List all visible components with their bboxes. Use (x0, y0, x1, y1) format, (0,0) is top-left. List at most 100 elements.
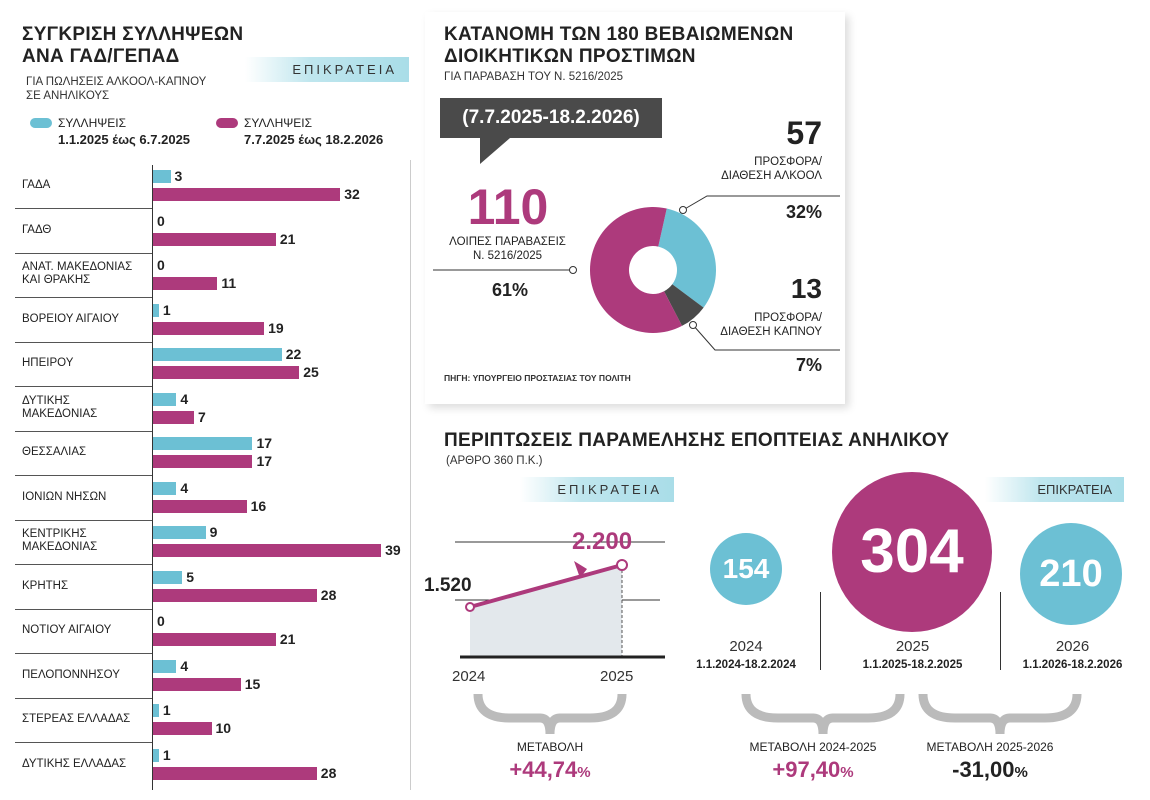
row-divider (15, 519, 152, 521)
circle-2024: 154 (710, 533, 782, 605)
bar-value-label: 4 (180, 657, 189, 674)
row-divider (15, 475, 152, 476)
row-label-line: ΗΠΕΙΡΟΥ (22, 357, 74, 369)
arrow-icon (574, 561, 587, 578)
value-label-2024: 1.520 (424, 575, 472, 596)
row-label: ΣΤΕΡΕΑΣ ΕΛΛΑΔΑΣ (22, 713, 130, 726)
row-label-line: ΜΑΚΕΔΟΝΙΑΣ (22, 541, 98, 553)
year-label: 2025 (895, 638, 930, 655)
source-note: ΠΗΓΗ: ΥΠΟΥΡΓΕΙΟ ΠΡΟΣΤΑΣΙΑΣ ΤΟΥ ΠΟΛΙΤΗ (444, 373, 631, 383)
bar (153, 544, 382, 557)
x-tick-2025: 2025 (600, 668, 634, 685)
bar-value-label: 0 (157, 613, 165, 629)
bar-value-label: 11 (221, 275, 237, 291)
row-label: ΘΕΣΣΑΛΙΑΣ (22, 446, 86, 459)
label-line: ΔΙΑΘΕΣΗ ΚΑΠΝΟΥ (720, 326, 822, 338)
leader-dot (569, 266, 577, 274)
row-divider (15, 252, 152, 254)
other-label: ΛΟΙΠΕΣ ΠΑΡΑΒΑΣΕΙΣ Ν. 5216/2025 (440, 235, 575, 263)
row-label-line: ΒΟΡΕΙΟΥ ΑΙΓΑΙΟΥ (22, 312, 120, 325)
bar-value-label: 1 (162, 746, 171, 763)
bar (153, 677, 241, 691)
row-divider (15, 742, 152, 743)
change-value: +97,40% (738, 757, 888, 783)
region-tag: ΕΠΙΚΡΑΤΕΙΑ (985, 477, 1124, 502)
row-divider (15, 208, 152, 209)
row-label-line: ΘΕΣΣΑΛΙΑΣ (22, 446, 87, 458)
row-divider (15, 653, 152, 654)
leader-line (682, 195, 840, 211)
subtitle-line: ΓΙΑ ΠΩΛΗΣΕΙΣ ΑΛΚΟΟΛ-ΚΑΠΝΟΥ (26, 76, 207, 88)
bar (153, 588, 317, 602)
row-label: ΝΟΤΙΟΥ ΑΙΓΑΙΟΥ (22, 624, 111, 637)
legend-label: ΣΥΛΛΗΨΕΙΣ (244, 116, 313, 130)
legend-period: 7.7.2025 έως 18.2.2026 (244, 132, 384, 147)
bar-value-label: 9 (209, 524, 218, 540)
row-divider (15, 341, 152, 343)
year-block: 2026 1.1.2026-18.2.2026 (1010, 638, 1135, 671)
change-value: +44,74% (470, 757, 630, 783)
bar (153, 232, 276, 246)
donut-chart (433, 195, 840, 351)
row-label-line: ΔΥΤΙΚΗΣ (22, 394, 70, 407)
row-label: ΠΕΛΟΠΟΝΝΗΣΟΥ (22, 669, 120, 682)
title-line: ΔΙΟΙΚΗΤΙΚΩΝ ΠΡΟΣΤΙΜΩΝ (444, 46, 696, 67)
value-label-2025: 2.200 (572, 528, 633, 555)
period-callout: (7.7.2025-18.2.2026) (440, 98, 662, 138)
alcohol-pct: 32% (785, 202, 822, 222)
period-label: 1.1.2025-18.2.2025 (862, 659, 963, 671)
bar (153, 303, 159, 317)
row-label-line: ΓΑΔΑ (22, 179, 51, 191)
legend-item: ΣΥΛΛΗΨΕΙΣ 1.1.2025 έως 6.7.2025 (30, 116, 190, 147)
bar-value-label: 4 (180, 479, 189, 496)
bar-value-label: 28 (320, 764, 337, 781)
change-number: +44,74 (509, 757, 578, 782)
label-line: ΛΟΙΠΕΣ ΠΑΡΑΒΑΣΕΙΣ (449, 236, 566, 248)
period-label: 1.1.2026-18.2.2026 (1022, 659, 1123, 671)
label-line: ΔΙΑΘΕΣΗ ΑΛΚΟΟΛ (721, 170, 822, 182)
pct-sign: % (1014, 764, 1028, 781)
change-label: ΜΕΤΑΒΟΛΗ 2025-2026 (926, 740, 1054, 754)
bar (153, 526, 206, 539)
row-label-line: ΜΑΚΕΔΟΝΙΑΣ (22, 407, 98, 420)
row-label: ΒΟΡΕΙΟΥ ΑΙΓΑΙΟΥ (22, 313, 119, 326)
alcohol-value: 57 (786, 115, 822, 151)
other-value: 110 (467, 179, 549, 235)
row-label-line: ΣΤΕΡΕΑΣ ΕΛΛΑΔΑΣ (22, 713, 131, 725)
label-line: ΠΡΟΣΦΟΡΑ/ (754, 312, 822, 324)
bar-value-label: 0 (157, 257, 165, 273)
subtitle-line: ΣΕ ΑΝΗΛΙΚΟΥΣ (26, 90, 110, 102)
bar-value-label: 7 (197, 408, 206, 425)
period-label: 1.1.2024-18.2.2024 (696, 659, 796, 671)
year-block: 2024 1.1.2024-18.2.2024 (686, 638, 806, 671)
year-label: 2024 (729, 638, 763, 655)
row-label: ΔΥΤΙΚΗΣ ΕΛΛΑΔΑΣ (22, 758, 126, 771)
bar-value-label: 32 (344, 186, 360, 202)
row-label: ΓΑΔΑ (22, 179, 50, 192)
leader-dot (689, 321, 697, 329)
bar-value-label: 21 (279, 230, 296, 247)
data-point (616, 559, 628, 571)
bar (153, 321, 265, 335)
bar (153, 188, 341, 201)
row-label-line: ΙΟΝΙΩΝ ΝΗΣΩΝ (22, 490, 107, 503)
row-label: ΔΥΤΙΚΗΣ ΜΑΚΕΔΟΝΙΑΣ (22, 395, 97, 421)
donut-slice (590, 207, 682, 333)
row-divider (15, 697, 152, 699)
row-label-line: ΚΕΝΤΡΙΚΗΣ (22, 528, 87, 540)
divider (410, 160, 411, 790)
donut-title: ΚΑΤΑΝΟΜΗ ΤΩΝ 180 ΒΕΒΑΙΩΜΕΝΩΝ ΔΙΟΙΚΗΤΙΚΩΝ … (444, 24, 794, 68)
bar-value-label: 10 (215, 720, 232, 736)
bar (153, 392, 177, 406)
change-label: ΜΕΤΑΒΟΛΗ 2024-2025 (749, 740, 877, 754)
divider (820, 592, 821, 670)
region-tag: ΕΠΙΚΡΑΤΕΙΑ (245, 57, 409, 82)
bar (153, 170, 171, 183)
row-label-line: ΑΝΑΤ. ΜΑΚΕΔΟΝΙΑΣ (22, 261, 133, 273)
row-label-line: ΠΕΛΟΠΟΝΝΗΣΟΥ (22, 668, 120, 681)
row-divider (15, 564, 152, 565)
brace-icon (918, 693, 1082, 735)
bar-value-label: 25 (303, 364, 319, 380)
callout-pointer (480, 138, 510, 164)
alcohol-label: ΠΡΟΣΦΟΡΑ/ΔΙΑΘΕΣΗ ΑΛΚΟΟΛ (690, 155, 822, 183)
